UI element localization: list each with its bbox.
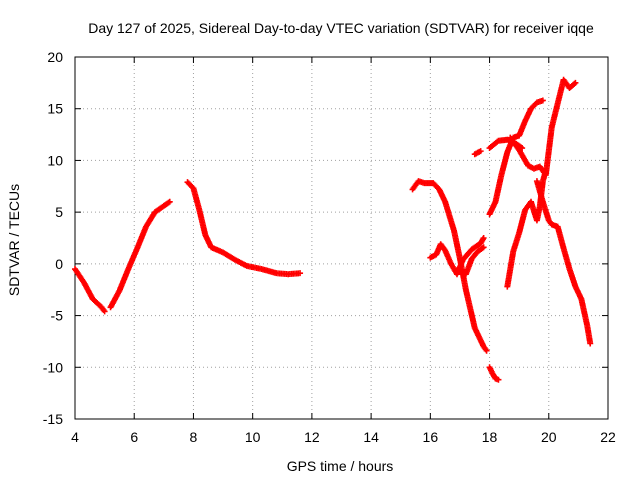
x-tick-label: 14 [363,429,379,445]
y-tick-label: 10 [47,152,63,168]
x-tick-label: 20 [541,429,557,445]
y-tick-label: 20 [47,49,63,65]
x-tick-label: 6 [130,429,138,445]
grid [75,57,608,419]
x-tick-label: 8 [190,429,198,445]
y-axis-label: SDTVAR / TECUs [6,184,22,296]
data-point [495,376,502,383]
data-point [101,308,108,315]
data-point [480,244,487,251]
data-point [480,235,487,241]
x-tick-label: 4 [71,429,79,445]
x-axis-label: GPS time / hours [287,458,394,474]
data-point [165,199,172,206]
y-tick-label: 15 [47,101,63,117]
data-point [587,340,594,347]
chart-title: Day 127 of 2025, Sidereal Day-to-day VTE… [88,20,594,36]
data-point [572,79,579,86]
plot-frame [74,56,609,420]
y-tick-label: 0 [55,256,63,272]
y-tick-label: 5 [55,204,63,220]
x-tick-label: 12 [304,429,320,445]
data-point [297,270,304,277]
data-point [166,198,173,205]
data-point [479,245,486,252]
x-tick-label: 22 [600,429,616,445]
data-point [571,80,578,87]
data-points [72,76,594,383]
y-tick-label: -10 [43,359,63,375]
y-tick-label: -15 [43,411,63,427]
data-point [477,148,484,155]
y-tick-label: -5 [51,308,64,324]
data-point [539,97,546,104]
axis-ticks: 4 6 8 10 12 14 16 18 20 22 -15 -10 -5 0 5 10 15 20 [43,49,616,445]
x-tick-label: 16 [423,429,439,445]
x-tick-label: 10 [245,429,261,445]
data-point [483,347,490,354]
x-tick-label: 18 [482,429,498,445]
